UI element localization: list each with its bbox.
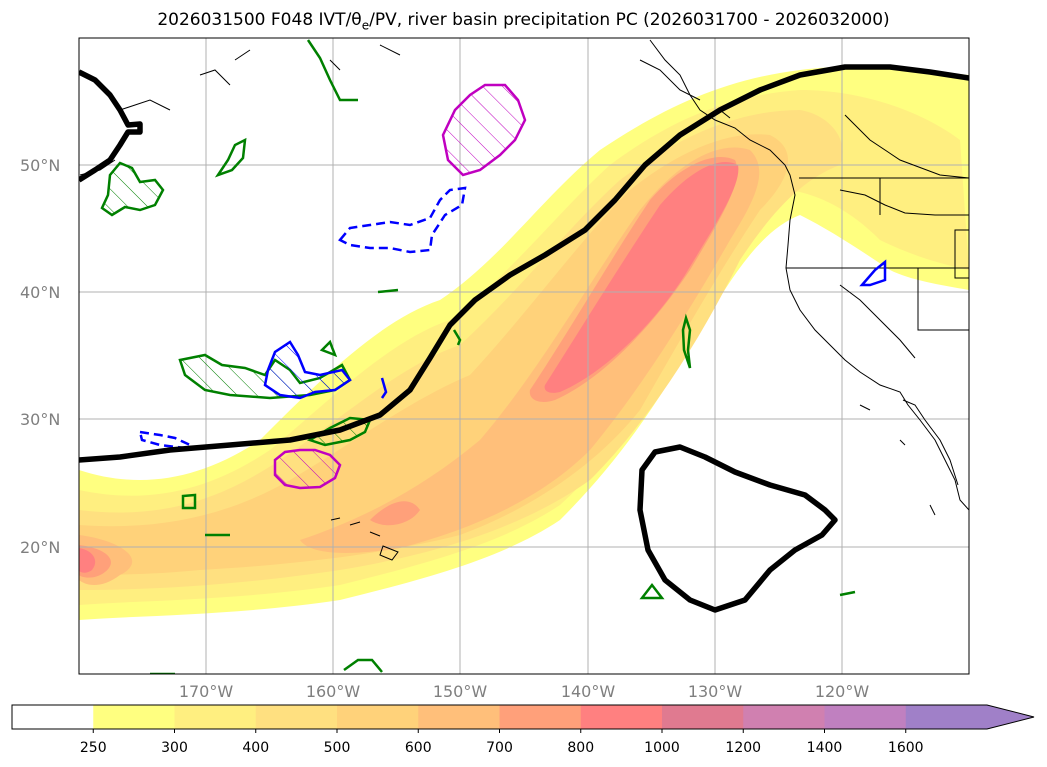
colorbar-tick-label: 1200 xyxy=(725,740,761,756)
colorbar-segment xyxy=(93,705,175,729)
ivt-band-500 xyxy=(79,134,789,575)
lat-label-40: 40°N xyxy=(20,283,60,302)
closed-low-contour xyxy=(637,444,838,613)
colorbar-segments xyxy=(12,705,1034,729)
colorbar-tick-label: 300 xyxy=(161,740,188,756)
colorbar-tick-label: 1600 xyxy=(888,740,924,756)
magenta-contours xyxy=(273,83,527,490)
map-title: 2026031500 F048 IVT/θe/PV, river basin p… xyxy=(0,10,1047,32)
coastlines xyxy=(79,39,969,561)
lon-label-160w: 160°W xyxy=(306,682,361,701)
colorbar-tick-label: 700 xyxy=(486,740,513,756)
ivt-band-800 xyxy=(79,161,739,573)
lon-label-130w: 130°W xyxy=(688,682,743,701)
lon-labels: 170°W 160°W 150°W 140°W 130°W 120°W xyxy=(179,682,870,701)
colorbar-tick-label: 250 xyxy=(80,740,107,756)
lon-label-150w: 150°W xyxy=(433,682,488,701)
colorbar: 250 300 400 500 600 700 800 1000 1200 1400 1600 xyxy=(11,704,1035,756)
lon-label-120w: 120°W xyxy=(815,682,870,701)
lat-labels: 50°N 40°N 30°N 20°N xyxy=(20,156,60,557)
title-prefix: 2026031500 F048 IVT/θ xyxy=(157,10,362,30)
colorbar-segment xyxy=(337,705,419,729)
lat-label-20: 20°N xyxy=(20,538,60,557)
colorbar-segment xyxy=(662,705,744,729)
colorbar-tick-label: 1400 xyxy=(807,740,843,756)
lat-label-50: 50°N xyxy=(20,156,60,175)
colorbar-extend-arrow xyxy=(905,705,1034,729)
colorbar-tick-label: 600 xyxy=(405,740,432,756)
colorbar-segment xyxy=(418,705,500,729)
colorbar-segment xyxy=(499,705,582,729)
colorbar-ticks: 250 300 400 500 600 700 800 1000 1200 1400 1600 xyxy=(80,729,924,756)
colorbar-segment xyxy=(255,705,338,729)
jet-axis-contour xyxy=(79,64,969,463)
colorbar-segment xyxy=(824,705,907,729)
colorbar-tick-label: 400 xyxy=(242,740,269,756)
colorbar-segment xyxy=(12,705,94,729)
nw-corner-contour xyxy=(79,69,143,183)
colorbar-outline xyxy=(11,704,1035,730)
colorbar-tick-label: 1000 xyxy=(644,740,680,756)
colorbar-segment xyxy=(743,705,825,729)
map-frame xyxy=(78,37,970,675)
title-theta-subscript: e xyxy=(361,18,370,33)
blue-contours xyxy=(138,186,887,450)
thick-black-contours xyxy=(79,64,969,613)
colorbar-segment xyxy=(174,705,257,729)
colorbar-tick-label: 800 xyxy=(567,740,594,756)
title-suffix: /PV, river basin precipitation PC (20260… xyxy=(369,10,890,30)
lon-label-140w: 140°W xyxy=(561,682,616,701)
lat-label-30: 30°N xyxy=(20,410,60,429)
colorbar-segment xyxy=(580,705,663,729)
colorbar-tick-label: 500 xyxy=(324,740,351,756)
lon-label-170w: 170°W xyxy=(179,682,234,701)
